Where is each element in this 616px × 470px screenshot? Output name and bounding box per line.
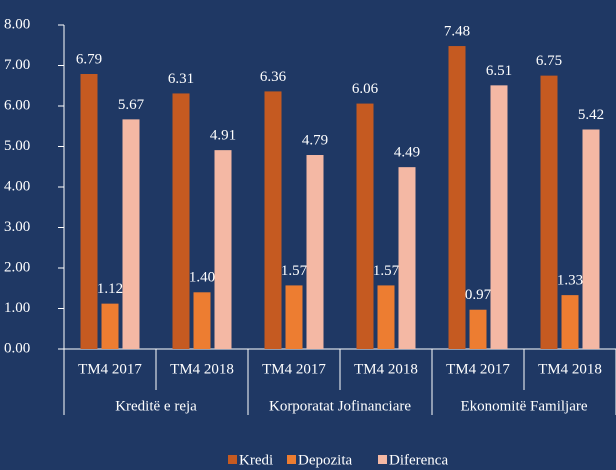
bar [469, 309, 487, 349]
bar [377, 285, 395, 349]
data-label: 4.79 [302, 132, 328, 148]
bar [122, 119, 140, 350]
data-label: 6.75 [536, 53, 562, 69]
bar [398, 167, 416, 349]
y-tick-label: 7.00 [4, 57, 30, 73]
y-tick-label: 6.00 [4, 97, 30, 113]
data-label: 5.67 [118, 97, 145, 113]
data-label: 6.51 [486, 63, 512, 79]
x-tick-label: TM4 2017 [446, 361, 510, 377]
legend-swatch [228, 455, 237, 464]
data-label: 1.57 [373, 263, 400, 279]
bar [101, 303, 119, 349]
bar [490, 85, 508, 349]
y-tick-label: 8.00 [4, 16, 30, 32]
bar [285, 285, 303, 349]
bar [264, 91, 282, 350]
data-label: 6.79 [76, 51, 102, 67]
bar [172, 93, 190, 349]
y-tick-label: 1.00 [4, 300, 30, 316]
data-label: 6.31 [168, 71, 194, 87]
data-label: 1.57 [281, 263, 308, 279]
bar [193, 292, 211, 349]
legend-label: Diferenca [389, 452, 448, 468]
x-tick-label: TM4 2018 [354, 361, 418, 377]
group-label: Ekonomitë Familjare [460, 398, 587, 414]
data-label: 6.36 [260, 69, 287, 85]
legend-swatch [378, 455, 387, 464]
bar [214, 150, 232, 349]
bar [356, 103, 374, 349]
x-tick-label: TM4 2017 [262, 361, 326, 377]
legend-label: Depozita [298, 452, 352, 468]
bar [561, 295, 579, 349]
data-label: 1.40 [189, 270, 215, 286]
x-tick-label: TM4 2018 [538, 361, 602, 377]
y-tick-label: 4.00 [4, 178, 30, 194]
data-label: 4.49 [394, 145, 420, 161]
data-label: 0.97 [465, 287, 492, 303]
data-label: 5.42 [578, 107, 604, 123]
bar [448, 46, 466, 350]
bar [582, 129, 600, 349]
data-label: 1.33 [557, 273, 583, 289]
bar [540, 75, 558, 349]
bar [306, 155, 324, 349]
x-tick-label: TM4 2017 [78, 361, 142, 377]
y-tick-label: 3.00 [4, 219, 30, 235]
data-label: 1.12 [97, 281, 123, 297]
data-label: 7.48 [444, 23, 470, 39]
legend-swatch [287, 455, 296, 464]
group-label: Korporatat Jofinanciare [269, 398, 411, 414]
legend-label: Kredi [239, 452, 273, 468]
data-label: 4.91 [210, 128, 236, 144]
bar [80, 74, 98, 349]
y-tick-label: 5.00 [4, 138, 30, 154]
data-label: 6.06 [352, 81, 379, 97]
y-tick-label: 0.00 [4, 340, 30, 356]
group-label: Kreditë e reja [115, 398, 197, 414]
x-tick-label: TM4 2018 [170, 361, 234, 377]
y-tick-label: 2.00 [4, 259, 30, 275]
